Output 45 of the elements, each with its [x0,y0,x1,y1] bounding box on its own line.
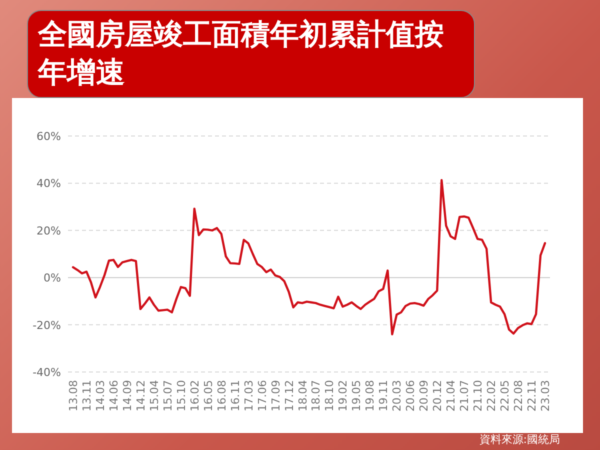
x-tick-label: 16.02 [188,380,202,412]
x-tick-label: 19.11 [377,380,390,412]
x-tick-label: 13.11 [80,380,94,412]
x-tick-label: 16.11 [228,380,242,412]
x-tick-label: 21.04 [444,380,458,412]
x-tick-label: 18.10 [323,380,336,412]
x-tick-label: 17.12 [282,380,296,412]
x-tick-label: 15.04 [148,380,161,412]
chart-title: 全國房屋竣工面積年初累計值按年增速 [27,10,475,98]
x-tick-label: 15.10 [174,380,188,412]
x-tick-label: 18.07 [310,380,323,412]
x-tick-label: 22.02 [485,380,498,412]
x-tick-label: 19.08 [364,380,377,412]
x-tick-label: 16.05 [202,380,215,412]
line-series [72,179,546,336]
y-tick-label: 40% [36,177,61,190]
x-tick-label: 14.09 [120,380,134,412]
x-tick-label: 19.05 [350,380,364,412]
x-tick-label: 18.04 [296,380,310,412]
y-tick-label: 60% [36,130,61,143]
x-tick-label: 14.12 [134,380,148,412]
x-tick-label: 22.05 [498,380,512,412]
x-tick-label: 20.03 [390,380,404,412]
y-tick-label: -20% [32,318,61,332]
x-tick-label: 17.03 [242,380,256,412]
y-tick-label: 20% [36,224,61,238]
x-tick-label: 14.03 [94,380,107,412]
x-tick-label: 22.11 [526,380,539,412]
x-tick-label: 15.07 [161,380,174,412]
y-tick-label: -40% [32,366,61,379]
x-tick-label: 20.06 [404,380,418,412]
x-tick-label: 13.08 [67,380,80,412]
x-tick-label: 21.10 [472,380,485,412]
x-tick-label: 20.09 [418,380,431,412]
y-tick-label: 0% [44,272,61,285]
x-tick-label: 20.12 [431,380,444,412]
x-tick-label: 17.06 [256,380,269,412]
x-tick-label: 14.06 [107,380,120,412]
x-tick-label: 23.03 [539,380,552,412]
x-tick-label: 21.07 [458,380,472,412]
x-tick-label: 17.09 [269,380,282,412]
x-tick-label: 16.08 [215,380,228,412]
x-tick-label: 19.02 [336,380,350,412]
x-tick-label: 22.08 [512,380,526,412]
source-note: 資料來源:國統局 [479,432,560,447]
